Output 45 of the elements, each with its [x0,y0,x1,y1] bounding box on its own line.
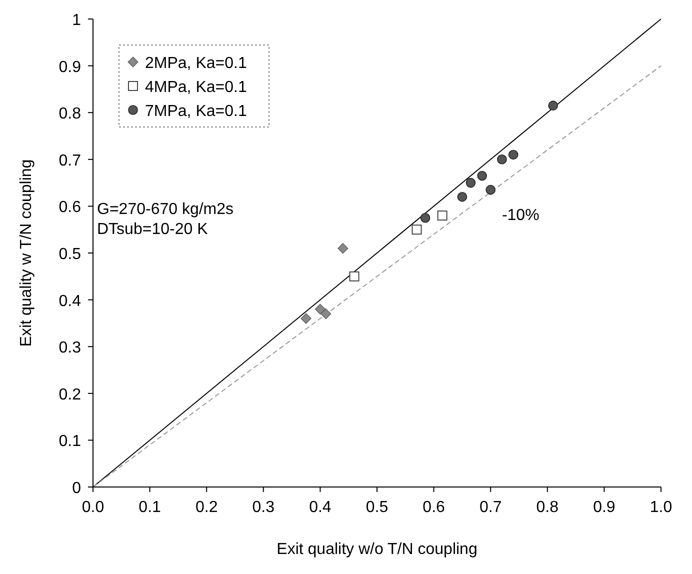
x-axis-title: Exit quality w/o T/N coupling [276,541,478,558]
x-tick-label: 0.6 [422,499,446,516]
legend-label: 7MPa, Ka=0.1 [145,103,247,120]
x-tick-label: 1.0 [650,499,672,516]
y-tick-label: 1 [72,12,82,29]
x-tick-label: 0.4 [309,499,332,516]
x-tick-label: 0.9 [593,499,616,516]
point [437,210,448,221]
y-tick-label: 0.3 [58,340,82,357]
annotation: -10% [502,207,540,224]
x-tick-label: 0.1 [138,499,162,516]
y-axis-title: Exit quality w T/N coupling [18,159,35,347]
point [420,213,430,223]
x-tick-label: 0.0 [82,499,104,516]
point [300,313,312,324]
annotation: DTsub=10-20 K [97,221,208,238]
x-tick-label: 0.7 [479,499,502,516]
point [338,243,348,254]
y-tick-label: 0 [72,480,82,497]
point [314,304,326,314]
point [349,271,360,282]
y-tick-label: 0.8 [58,106,82,123]
y-tick-label: 0.5 [58,246,82,263]
y-tick-label: 0.7 [58,152,82,170]
y-tick-label: 0.9 [58,58,82,76]
point [466,178,476,188]
point [412,224,422,235]
y-tick-label: 0.4 [58,292,82,310]
y-tick-label: 0.1 [58,433,82,450]
point [477,170,487,181]
point [486,184,496,195]
annotation: G=270-670 kg/m2s [97,201,234,218]
x-tick-label: 0.5 [366,499,388,516]
point [457,192,468,202]
point [548,100,558,110]
point [320,308,332,320]
x-tick-label: 0.8 [536,499,559,516]
y-tick-label: 0.2 [58,386,82,404]
x-tick-label: 0.3 [252,499,275,516]
point [497,154,507,164]
x-tick-label: 0.2 [195,499,218,516]
y-tick-label: 0.6 [58,199,82,216]
legend-label: 4MPa, Ka=0.1 [145,79,247,96]
legend-label: 2MPa, Ka=0.1 [145,55,247,72]
point [508,150,518,160]
